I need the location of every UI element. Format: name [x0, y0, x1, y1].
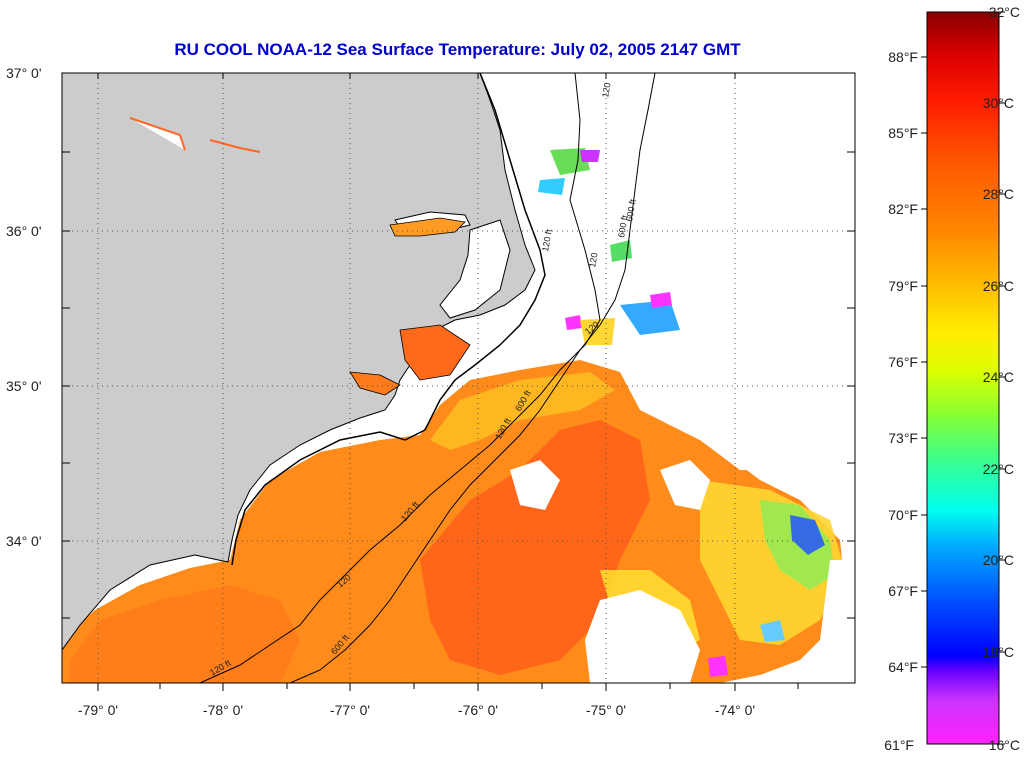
contour-label: 120: [587, 252, 599, 269]
map-border: [61, 72, 856, 684]
lon-label: -78° 0': [203, 702, 243, 718]
sst-patch-mid3: [565, 315, 582, 330]
celsius-label: 30°C: [983, 95, 1014, 111]
sst-patch-north3: [580, 150, 600, 162]
celsius-label: 24°C: [983, 369, 1014, 385]
contour-label: 120: [600, 82, 612, 99]
sst-patch-se1: [708, 656, 728, 677]
albemarle-sst: [389, 217, 466, 237]
celsius-label: 16°C: [989, 737, 1020, 753]
sst-patch-mid4: [650, 292, 672, 308]
axis-ticks: [62, 72, 855, 691]
pamlico-sound: [439, 219, 511, 319]
contour-120ft: [199, 73, 601, 683]
sst-patch-mid2: [620, 300, 680, 335]
outer-banks: [231, 73, 546, 566]
fahrenheit-label: 61°F: [884, 737, 914, 753]
celsius-label: 28°C: [983, 186, 1014, 202]
celsius-label: 22°C: [983, 461, 1014, 477]
sst-field-west: [70, 585, 300, 683]
sst-patch-north2: [538, 178, 565, 195]
lat-label: 35° 0': [6, 378, 42, 394]
fahrenheit-label: 67°F: [888, 583, 918, 599]
cloud-mask-north: [500, 73, 855, 470]
cloud-mask-center: [510, 460, 560, 510]
inland-lake-1: [129, 117, 186, 151]
contour-label: 600 ft: [624, 198, 638, 222]
colorbar: [926, 11, 1000, 745]
cloud-mask-south: [585, 590, 700, 683]
fahrenheit-label: 73°F: [888, 430, 918, 446]
cloud-mask-east: [800, 560, 855, 683]
fahrenheit-label: 79°F: [888, 278, 918, 294]
pamlico-river-sst: [399, 324, 471, 381]
graticule: [62, 73, 855, 683]
sst-patch-north1: [550, 148, 590, 175]
celsius-label: 32°C: [989, 4, 1020, 20]
lon-label: -79° 0': [78, 702, 118, 718]
sst-field-cool-nearshore: [430, 372, 615, 450]
lon-label: -77° 0': [330, 702, 370, 718]
lon-label: -75° 0': [586, 702, 626, 718]
contour-label: 120 ft: [540, 228, 554, 252]
lat-label: 36° 0': [6, 223, 42, 239]
sst-patch-se2: [760, 620, 785, 642]
celsius-label: 20°C: [983, 552, 1014, 568]
sst-field-blue-east: [790, 515, 825, 555]
cloud-mask-center2: [660, 460, 710, 510]
lon-label: -74° 0': [715, 702, 755, 718]
fahrenheit-label: 85°F: [888, 125, 918, 141]
lat-label: 37° 0': [6, 65, 42, 81]
fahrenheit-label: 82°F: [888, 201, 918, 217]
map-body: [62, 73, 855, 683]
fahrenheit-label: 76°F: [888, 354, 918, 370]
lat-label: 34° 0': [6, 533, 42, 549]
fahrenheit-label: 64°F: [888, 659, 918, 675]
colorbar-ticks: [921, 11, 1005, 745]
colorbar-celsius-labels: 32°C 30°C 28°C 26°C 24°C 22°C 20°C 18°C …: [983, 4, 1020, 753]
longitude-labels: -79° 0' -78° 0' -77° 0' -76° 0' -75° 0' …: [78, 702, 755, 718]
colorbar-fahrenheit-labels: 88°F 85°F 82°F 79°F 76°F 73°F 70°F 67°F …: [884, 49, 918, 753]
fahrenheit-label: 70°F: [888, 507, 918, 523]
fahrenheit-label: 88°F: [888, 49, 918, 65]
neuse-river-sst: [349, 371, 401, 396]
map-title: RU COOL NOAA-12 Sea Surface Temperature:…: [174, 40, 741, 59]
celsius-label: 26°C: [983, 278, 1014, 294]
contour-label: 600 ft: [616, 214, 630, 238]
contour-600ft: [289, 73, 656, 683]
latitude-labels: 37° 0' 36° 0' 35° 0' 34° 0': [6, 65, 42, 549]
sst-field-hot: [420, 420, 650, 675]
lon-label: -76° 0': [458, 702, 498, 718]
celsius-label: 18°C: [983, 644, 1014, 660]
